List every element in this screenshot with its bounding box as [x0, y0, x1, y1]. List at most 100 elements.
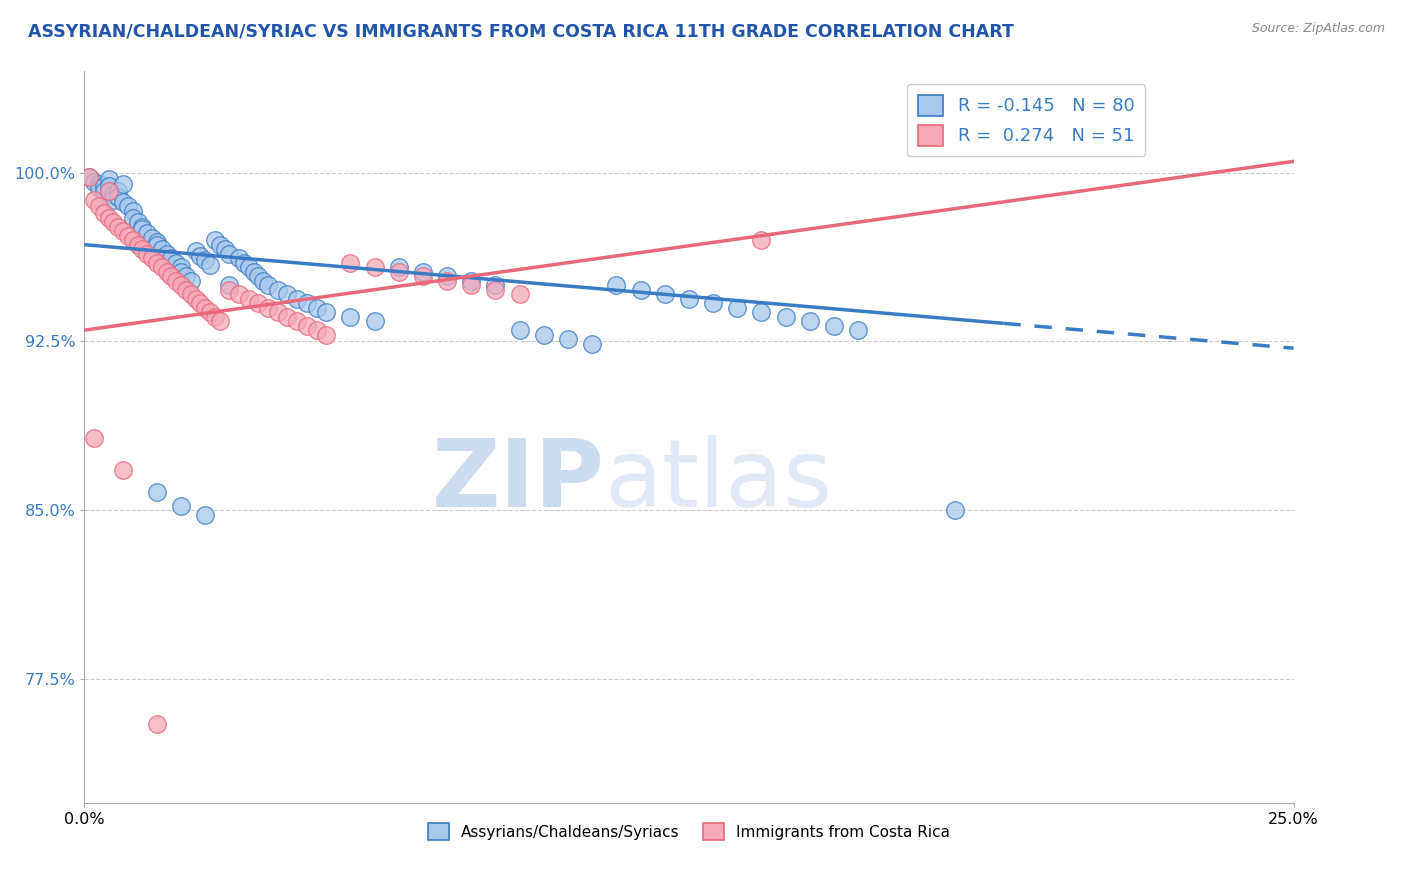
Point	[436, 274, 458, 288]
Point	[194, 301, 217, 315]
Point	[363, 260, 385, 275]
Point	[107, 190, 129, 204]
Point	[315, 327, 337, 342]
Point	[238, 260, 260, 275]
Point	[146, 485, 169, 500]
Point	[146, 235, 169, 250]
Point	[285, 314, 308, 328]
Point	[228, 251, 250, 265]
Point	[155, 265, 177, 279]
Point	[208, 314, 231, 328]
Point	[174, 269, 197, 284]
Point	[247, 269, 270, 284]
Point	[184, 244, 207, 259]
Legend: Assyrians/Chaldeans/Syriacs, Immigrants from Costa Rica: Assyrians/Chaldeans/Syriacs, Immigrants …	[422, 816, 956, 847]
Point	[257, 301, 280, 315]
Point	[678, 292, 700, 306]
Point	[180, 274, 202, 288]
Point	[305, 301, 328, 315]
Point	[218, 278, 240, 293]
Point	[165, 255, 187, 269]
Point	[93, 179, 115, 194]
Point	[218, 283, 240, 297]
Point	[77, 170, 100, 185]
Point	[388, 265, 411, 279]
Point	[112, 224, 135, 238]
Point	[146, 237, 169, 252]
Point	[581, 336, 603, 351]
Point	[136, 227, 159, 241]
Point	[654, 287, 676, 301]
Point	[204, 233, 226, 247]
Point	[943, 503, 966, 517]
Point	[605, 278, 627, 293]
Point	[198, 258, 221, 272]
Point	[165, 274, 187, 288]
Point	[97, 179, 120, 194]
Point	[184, 292, 207, 306]
Point	[121, 203, 143, 218]
Point	[194, 253, 217, 268]
Point	[170, 499, 193, 513]
Point	[131, 242, 153, 256]
Point	[103, 188, 125, 202]
Point	[117, 199, 139, 213]
Point	[141, 251, 163, 265]
Point	[93, 184, 115, 198]
Point	[846, 323, 869, 337]
Point	[295, 296, 318, 310]
Point	[823, 318, 845, 333]
Point	[93, 206, 115, 220]
Point	[204, 310, 226, 324]
Point	[131, 219, 153, 234]
Point	[170, 265, 193, 279]
Point	[702, 296, 724, 310]
Point	[160, 251, 183, 265]
Point	[339, 310, 361, 324]
Point	[87, 199, 110, 213]
Point	[228, 287, 250, 301]
Point	[83, 431, 105, 445]
Point	[112, 177, 135, 191]
Point	[460, 274, 482, 288]
Point	[155, 246, 177, 260]
Point	[285, 292, 308, 306]
Point	[150, 242, 173, 256]
Point	[725, 301, 748, 315]
Point	[484, 278, 506, 293]
Point	[557, 332, 579, 346]
Point	[509, 287, 531, 301]
Point	[97, 172, 120, 186]
Point	[136, 246, 159, 260]
Point	[190, 249, 212, 263]
Point	[257, 278, 280, 293]
Point	[131, 222, 153, 236]
Point	[121, 233, 143, 247]
Point	[160, 269, 183, 284]
Point	[107, 184, 129, 198]
Point	[233, 255, 256, 269]
Point	[218, 246, 240, 260]
Point	[112, 194, 135, 209]
Point	[170, 260, 193, 275]
Point	[276, 287, 298, 301]
Point	[775, 310, 797, 324]
Point	[412, 265, 434, 279]
Point	[247, 296, 270, 310]
Text: atlas: atlas	[605, 435, 832, 527]
Point	[112, 463, 135, 477]
Point	[77, 170, 100, 185]
Point	[127, 237, 149, 252]
Point	[97, 211, 120, 225]
Point	[267, 305, 290, 319]
Point	[799, 314, 821, 328]
Text: ASSYRIAN/CHALDEAN/SYRIAC VS IMMIGRANTS FROM COSTA RICA 11TH GRADE CORRELATION CH: ASSYRIAN/CHALDEAN/SYRIAC VS IMMIGRANTS F…	[28, 22, 1014, 40]
Point	[208, 237, 231, 252]
Point	[107, 219, 129, 234]
Point	[751, 305, 773, 319]
Point	[117, 228, 139, 243]
Point	[198, 305, 221, 319]
Point	[103, 193, 125, 207]
Point	[305, 323, 328, 337]
Y-axis label: 11th Grade: 11th Grade	[0, 392, 3, 483]
